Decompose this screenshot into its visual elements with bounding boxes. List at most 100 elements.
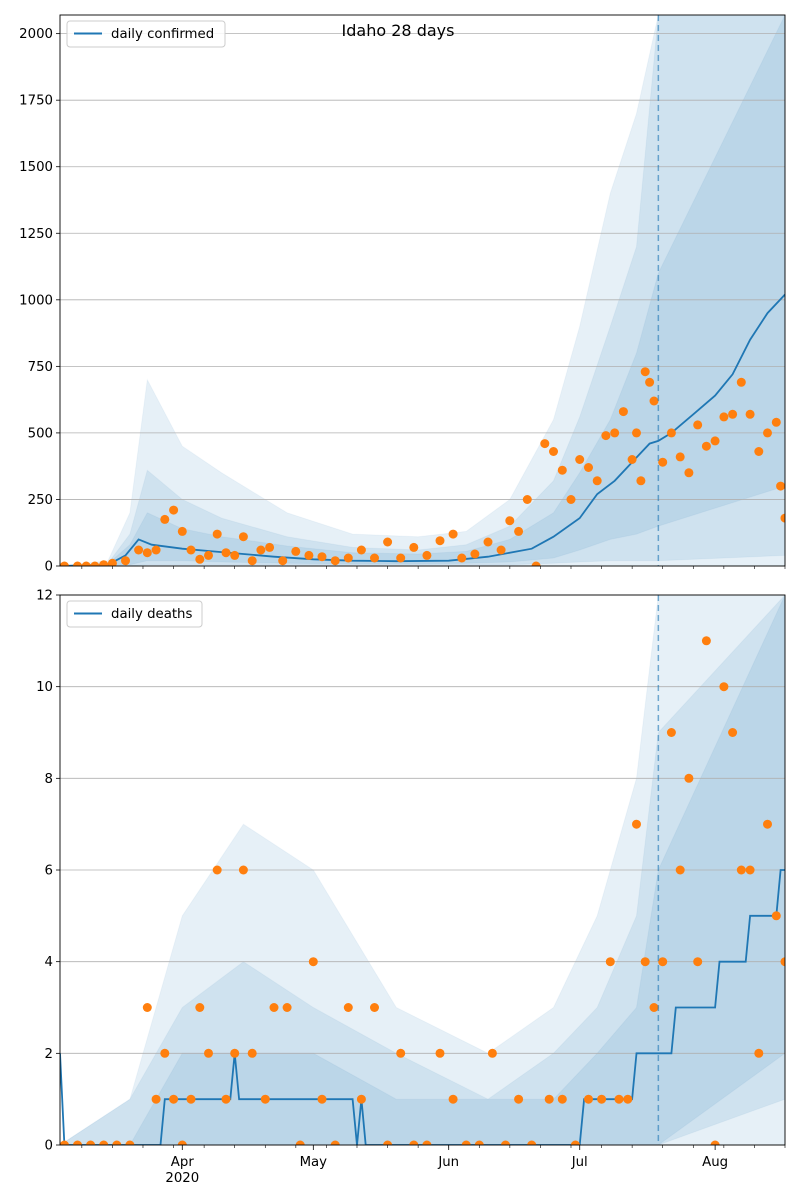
data-point: [356, 1094, 366, 1104]
y-tick-label: 1750: [19, 94, 53, 109]
data-point: [632, 819, 641, 829]
chart-title: Idaho 28 days: [342, 21, 455, 40]
data-point: [693, 420, 703, 430]
data-point: [514, 526, 524, 536]
data-point: [754, 447, 764, 456]
data-point: [99, 560, 109, 566]
data-point: [177, 1140, 187, 1145]
data-point: [666, 728, 676, 737]
data-point: [710, 436, 720, 446]
data-point: [618, 407, 628, 417]
y-tick-label: 2000: [19, 27, 53, 42]
data-point: [780, 513, 785, 523]
data-point: [356, 545, 366, 555]
data-point: [540, 439, 550, 449]
y-tick-label: 8: [45, 772, 53, 787]
x-tick-label: Jul: [571, 1155, 588, 1170]
data-point: [317, 1094, 327, 1104]
data-point: [636, 476, 646, 486]
data-point: [514, 1094, 524, 1104]
data-point: [780, 957, 785, 967]
data-point: [575, 455, 585, 464]
data-point: [557, 465, 567, 475]
data-point: [496, 545, 506, 555]
data-point: [186, 1094, 196, 1104]
data-point: [99, 1140, 109, 1145]
data-point: [649, 396, 659, 406]
data-point: [745, 865, 755, 875]
data-point: [230, 550, 240, 560]
data-point: [584, 463, 593, 472]
data-point: [86, 1140, 96, 1145]
data-point: [212, 865, 222, 875]
data-point: [177, 526, 187, 536]
data-point: [295, 1140, 305, 1145]
data-point: [610, 428, 620, 438]
data-point: [771, 911, 781, 921]
confirmed-chart: 0 250 500 750 1000 1250 1500 1750 2000 Idaho 28 …: [19, 14, 786, 575]
y-tick-label: 1500: [19, 160, 53, 175]
plot-frame: [59, 594, 786, 1146]
data-point: [763, 819, 772, 829]
data-point: [370, 1003, 379, 1012]
data-point: [474, 1140, 484, 1145]
data-point: [204, 550, 213, 560]
data-point: [627, 455, 637, 464]
data-point: [736, 865, 746, 875]
data-point: [505, 516, 515, 526]
data-point: [719, 682, 729, 692]
data-point: [623, 1094, 633, 1104]
plot-frame: [59, 14, 786, 567]
confirmed-legend: daily confirmed: [66, 20, 226, 48]
data-point: [169, 1094, 179, 1104]
data-point: [221, 548, 231, 558]
data-point: [260, 1094, 270, 1104]
data-point: [73, 1140, 82, 1145]
uncertainty-band-2: [60, 15, 785, 566]
data-point: [238, 865, 248, 875]
data-point: [728, 728, 738, 737]
data-point: [204, 1048, 213, 1058]
data-point: [278, 556, 288, 566]
data-point: [592, 476, 602, 486]
data-point: [693, 957, 703, 967]
data-point: [160, 514, 170, 524]
data-point: [483, 537, 493, 547]
data-point: [125, 1140, 135, 1145]
y-tick-label: 6: [45, 864, 53, 879]
y-tick-label: 0: [45, 1139, 53, 1154]
y-tick-label: 1250: [19, 227, 53, 242]
data-point: [461, 1140, 471, 1145]
data-point: [212, 529, 222, 539]
data-point: [151, 545, 161, 555]
x-tick-label: Jun: [437, 1155, 459, 1170]
confirmed-line-layer: [60, 293, 785, 566]
data-point: [470, 549, 480, 559]
y-tick-label: 0: [45, 560, 53, 575]
data-point: [121, 556, 130, 566]
data-point: [343, 553, 353, 563]
data-point: [601, 431, 611, 441]
data-point: [719, 412, 729, 422]
data-point: [675, 452, 685, 462]
data-point: [107, 558, 117, 566]
data-point: [422, 1140, 432, 1145]
data-point: [605, 957, 615, 967]
data-point: [195, 554, 205, 564]
legend-label-confirmed: daily confirmed: [111, 27, 214, 42]
y-tick-label: 12: [36, 589, 53, 604]
y-tick-label: 2: [45, 1047, 53, 1062]
uncertainty-band-1: [60, 595, 785, 1145]
data-point: [422, 550, 432, 560]
data-point: [501, 1140, 510, 1145]
y-tick-label: 10: [36, 680, 53, 695]
legend-label-deaths: daily deaths: [111, 607, 192, 622]
data-point: [614, 1094, 624, 1104]
data-point: [776, 481, 785, 491]
uncertainty-band-1: [60, 15, 785, 566]
data-point: [597, 1094, 607, 1104]
data-point: [566, 495, 576, 504]
deaths-line-layer: [60, 869, 785, 1145]
data-point: [291, 546, 301, 556]
